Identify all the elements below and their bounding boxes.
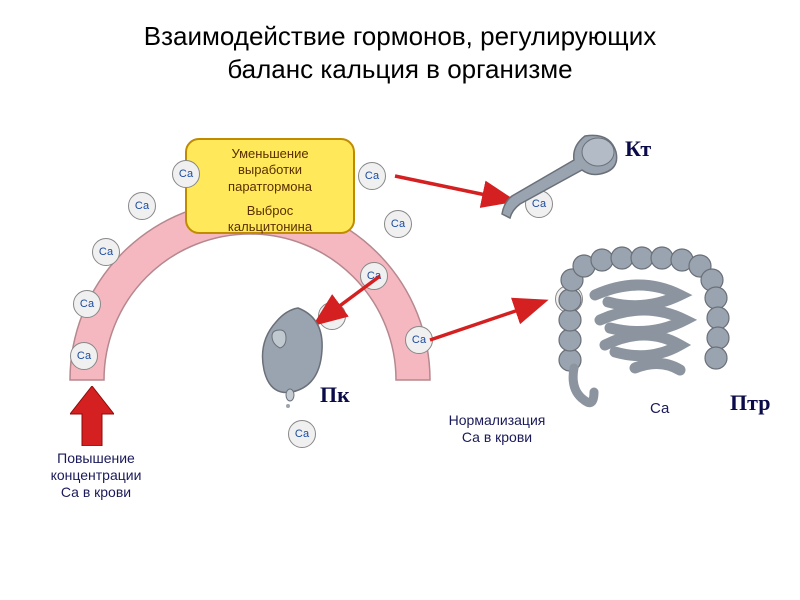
intestine-icon bbox=[550, 240, 740, 410]
normalization-label: Нормализация Са в крови bbox=[432, 412, 562, 446]
title-line2: баланс кальция в организме bbox=[227, 54, 572, 84]
intestine-label: Птр bbox=[730, 390, 770, 416]
title-line1: Взаимодействие гормонов, регулирующих bbox=[144, 21, 656, 51]
flow-arrow bbox=[430, 302, 542, 340]
page-title: Взаимодействие гормонов, регулирующих ба… bbox=[0, 20, 800, 85]
bone-label: Кт bbox=[625, 136, 651, 162]
diagram-canvas: Уменьшение выработки паратгормона Выброс… bbox=[0, 100, 800, 600]
bone-icon bbox=[490, 130, 620, 220]
ca-label-intestine: Са bbox=[650, 400, 669, 418]
kidney-icon bbox=[250, 300, 330, 410]
increase-concentration-label: Повышение концентрации Са в крови bbox=[36, 450, 156, 500]
kidney-label: Пк bbox=[320, 382, 350, 408]
